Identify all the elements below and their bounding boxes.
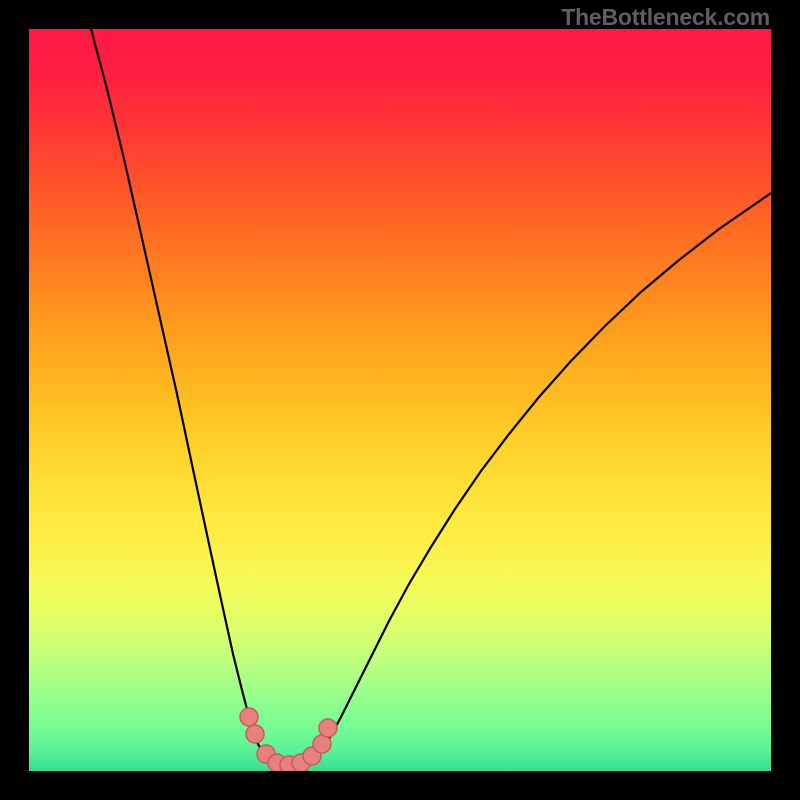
outer-frame: TheBottleneck.com bbox=[0, 0, 800, 800]
marker-point bbox=[319, 719, 337, 737]
plot-area bbox=[29, 29, 771, 771]
marker-point bbox=[246, 725, 264, 743]
marker-point bbox=[240, 708, 258, 726]
bottleneck-curve bbox=[91, 29, 771, 768]
chart-svg bbox=[29, 29, 771, 771]
curve-markers bbox=[240, 708, 337, 771]
watermark: TheBottleneck.com bbox=[561, 4, 770, 31]
